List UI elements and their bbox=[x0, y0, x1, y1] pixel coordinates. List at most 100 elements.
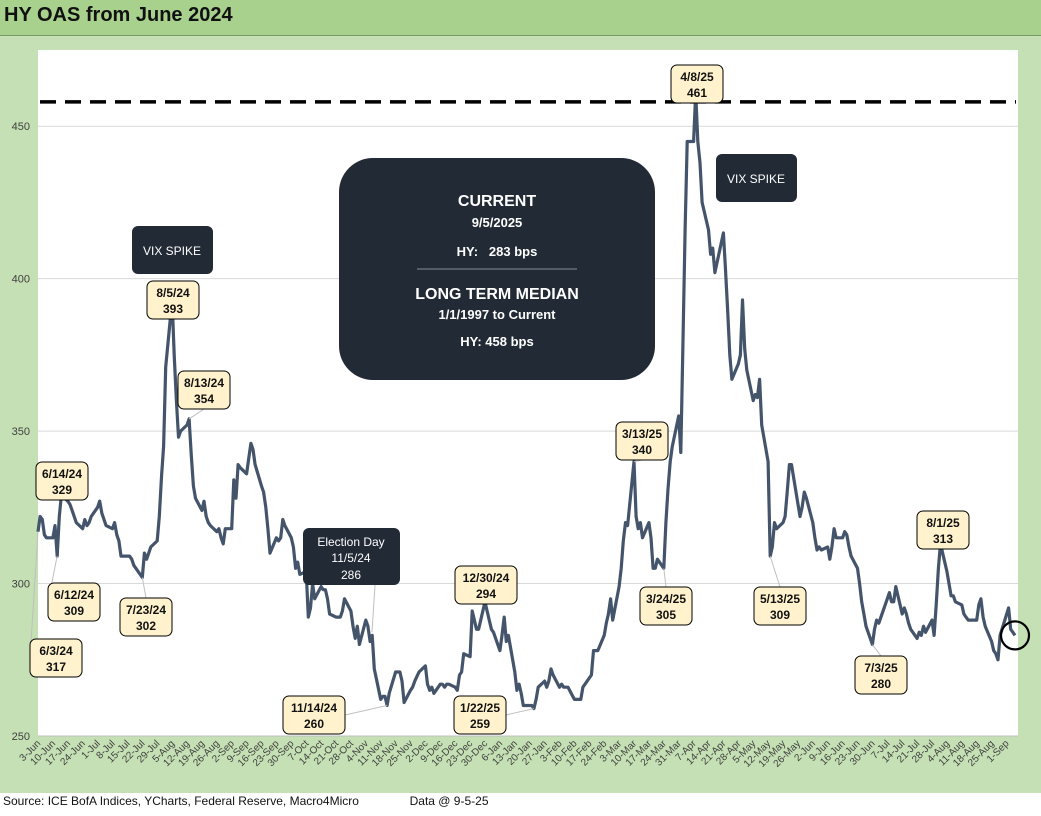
callout-label: 7/3/25 280 bbox=[854, 655, 908, 695]
callout-value: 461 bbox=[687, 86, 707, 100]
callout-date: 8/5/24 bbox=[156, 286, 190, 300]
callout-label: 6/12/24 309 bbox=[47, 582, 101, 622]
y-tick-label: 400 bbox=[12, 274, 30, 286]
callout-label: 1/22/25 259 bbox=[453, 695, 507, 735]
callout-box bbox=[177, 370, 231, 410]
vix-spike-label-2: VIX SPIKE bbox=[716, 154, 797, 202]
source-text: Source: ICE BofA Indices, YCharts, Feder… bbox=[3, 794, 359, 808]
callout-leader bbox=[871, 644, 882, 657]
callout-box bbox=[146, 280, 200, 320]
election-text-2: 11/5/24 bbox=[331, 551, 370, 565]
callout-box bbox=[119, 597, 173, 637]
callout-leader bbox=[29, 531, 39, 659]
callout-date: 3/13/25 bbox=[622, 427, 662, 441]
title-bar: HY OAS from June 2024 bbox=[0, 0, 1041, 36]
callout-label: 6/14/24 329 bbox=[35, 461, 89, 501]
callout-label: 11/14/24 260 bbox=[282, 695, 346, 735]
callout-box bbox=[639, 586, 693, 626]
footer: Source: ICE BofA Indices, YCharts, Feder… bbox=[3, 794, 489, 808]
callout-value: 309 bbox=[770, 608, 790, 622]
hy-oas-series-line bbox=[36, 91, 1017, 711]
callouts: 6/3/24 317 6/12/24 309 6/14/24 329 7/23/24 302 8… bbox=[29, 64, 970, 735]
callout-value: 302 bbox=[136, 619, 156, 633]
callout-label: 8/13/24 354 bbox=[177, 370, 231, 410]
callout-leader bbox=[141, 577, 147, 599]
callout-label: 3/24/25 305 bbox=[639, 586, 693, 626]
callout-box bbox=[615, 421, 669, 461]
callout-date: 3/24/25 bbox=[646, 592, 686, 606]
y-tick-label: 350 bbox=[12, 426, 30, 438]
callout-date: 11/14/24 bbox=[291, 701, 337, 715]
callout-value: 354 bbox=[194, 392, 214, 406]
callout-leader bbox=[344, 705, 388, 716]
current-value: HY: 283 bps bbox=[457, 244, 538, 259]
callout-box bbox=[35, 461, 89, 501]
callout-label: 4/8/25 461 bbox=[670, 64, 724, 104]
current-heading: CURRENT bbox=[458, 193, 536, 210]
callout-value: 259 bbox=[470, 717, 490, 731]
callout-leader bbox=[505, 708, 535, 716]
callout-leader bbox=[663, 568, 667, 588]
callout-box bbox=[670, 64, 724, 104]
y-tick-label: 300 bbox=[12, 579, 30, 591]
x-axis-ticks: 3-Jun10-Jun17-Jun24-Jun1-Jul8-Jul15-Jul2… bbox=[18, 738, 1012, 770]
callout-date: 6/12/24 bbox=[54, 588, 94, 602]
median-heading: LONG TERM MEDIAN bbox=[415, 286, 579, 303]
election-day-label: Election Day 11/5/24 286 bbox=[303, 528, 400, 585]
callout-date: 7/23/24 bbox=[126, 603, 166, 617]
election-text-3: 286 bbox=[341, 568, 361, 582]
callout-value: 313 bbox=[933, 532, 953, 546]
hy-oas-chart: 250 300 350 400 450 3-Jun10-Jun17-Jun24-Jun1… bbox=[12, 50, 1031, 770]
callout-box bbox=[753, 586, 807, 626]
current-value-marker bbox=[999, 620, 1031, 651]
callout-box bbox=[282, 695, 346, 735]
callout-value: 280 bbox=[871, 677, 891, 691]
callout-label: 6/3/24 317 bbox=[29, 638, 83, 678]
median-value: HY: 458 bps bbox=[460, 334, 533, 349]
callout-date: 4/8/25 bbox=[680, 70, 714, 84]
callout-date: 6/14/24 bbox=[42, 467, 82, 481]
callout-box bbox=[454, 565, 518, 605]
vix-spike-text-1: VIX SPIKE bbox=[143, 244, 201, 258]
callout-date: 8/13/24 bbox=[184, 376, 224, 390]
callout-box bbox=[29, 638, 83, 678]
median-period: 1/1/1997 to Current bbox=[438, 307, 556, 322]
callout-box bbox=[916, 510, 970, 550]
callout-date: 6/3/24 bbox=[39, 644, 73, 658]
callout-box bbox=[453, 695, 507, 735]
callout-box bbox=[854, 655, 908, 695]
callout-value: 340 bbox=[632, 443, 652, 457]
callout-date: 12/30/24 bbox=[463, 571, 510, 585]
current-date: 9/5/2025 bbox=[472, 215, 523, 230]
vix-spike-text-2: VIX SPIKE bbox=[727, 172, 785, 186]
callout-box bbox=[47, 582, 101, 622]
y-tick-label: 450 bbox=[12, 121, 30, 133]
callout-date: 7/3/25 bbox=[864, 661, 898, 675]
data-date-text: Data @ 9-5-25 bbox=[409, 794, 489, 808]
callout-value: 317 bbox=[46, 660, 66, 674]
callout-label: 7/23/24 302 bbox=[119, 597, 173, 637]
callout-value: 329 bbox=[52, 483, 72, 497]
callout-value: 393 bbox=[163, 302, 183, 316]
callout-label: 8/1/25 313 bbox=[916, 510, 970, 550]
callout-date: 1/22/25 bbox=[460, 701, 500, 715]
callout-leader bbox=[188, 408, 205, 420]
summary-box: CURRENT 9/5/2025 HY: 283 bps LONG TERM M… bbox=[339, 158, 655, 380]
callout-date: 8/1/25 bbox=[926, 516, 960, 530]
callout-value: 294 bbox=[476, 587, 496, 601]
callout-label: 3/13/25 340 bbox=[615, 421, 669, 461]
callout-date: 5/13/25 bbox=[760, 592, 800, 606]
election-text-1: Election Day bbox=[317, 535, 384, 549]
callout-value: 260 bbox=[304, 717, 324, 731]
callout-label: 8/5/24 393 bbox=[146, 280, 200, 320]
gridlines bbox=[38, 125, 1018, 737]
election-leader bbox=[371, 584, 376, 633]
callout-value: 305 bbox=[656, 608, 676, 622]
callout-label: 12/30/24 294 bbox=[454, 565, 518, 605]
page-title: HY OAS from June 2024 bbox=[4, 4, 233, 26]
y-tick-label: 250 bbox=[12, 731, 30, 743]
callout-leader bbox=[769, 555, 781, 588]
vix-spike-label-1: VIX SPIKE bbox=[132, 226, 213, 274]
callout-value: 309 bbox=[64, 604, 84, 618]
callout-label: 5/13/25 309 bbox=[753, 586, 807, 626]
